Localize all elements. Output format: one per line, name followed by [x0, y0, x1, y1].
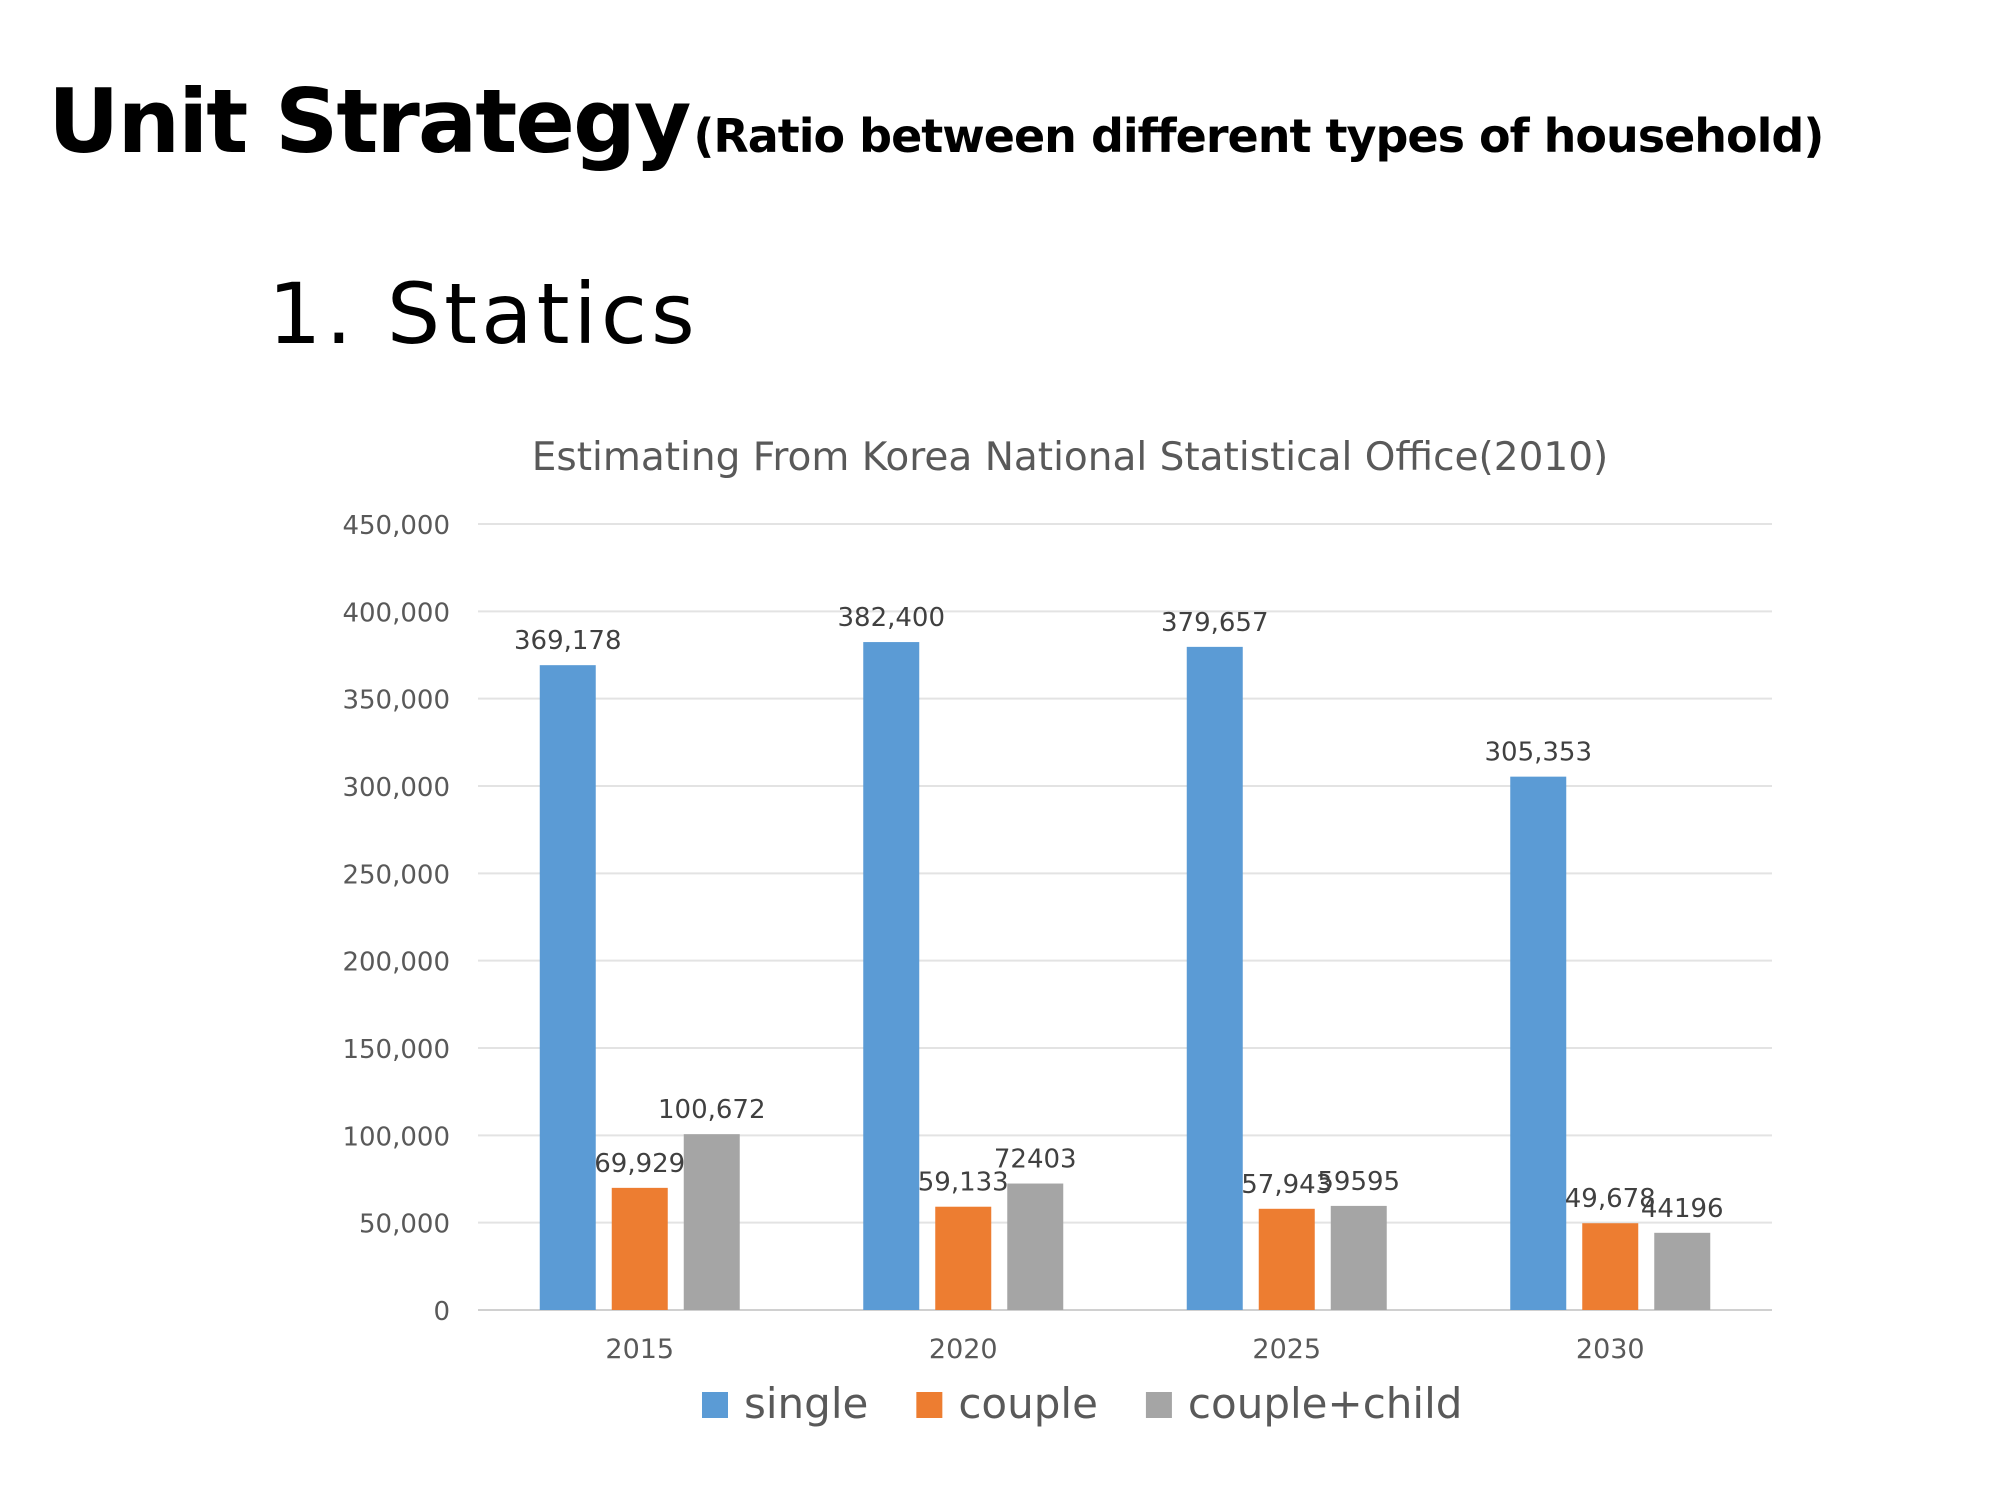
y-tick-label: 150,000 [342, 1035, 450, 1065]
legend-label: single [744, 1379, 868, 1428]
bar-couple-child-2025 [1330, 1205, 1387, 1310]
section-heading: 1. Statics [268, 265, 699, 363]
legend-swatch [916, 1392, 943, 1418]
data-label: 57,943 [1241, 1170, 1332, 1200]
slide-title-subtitle: (Ratio between different types of househ… [693, 109, 1824, 163]
y-tick-label: 200,000 [342, 948, 450, 978]
y-tick-label: 450,000 [342, 511, 450, 541]
data-label: 49,678 [1565, 1184, 1656, 1214]
data-label: 72403 [994, 1145, 1077, 1175]
y-tick-label: 250,000 [342, 860, 450, 890]
legend-label: couple [958, 1379, 1098, 1428]
y-tick-label: 300,000 [342, 773, 450, 803]
bar-couple-2025 [1258, 1208, 1315, 1310]
y-tick-label: 400,000 [342, 598, 450, 628]
x-tick-label: 2015 [605, 1334, 674, 1365]
x-tick-label: 2020 [929, 1334, 998, 1365]
legend-swatch [702, 1392, 728, 1418]
chart-title: Estimating From Korea National Statistic… [532, 435, 1608, 480]
y-axis: 0 50,000 100,000 150,000 200,000 250,000 300,0… [342, 511, 450, 1327]
data-label: 305,353 [1484, 738, 1592, 768]
y-tick-label: 350,000 [342, 686, 450, 716]
y-tick-label: 100,000 [342, 1122, 450, 1152]
data-label: 59,133 [918, 1168, 1009, 1198]
data-label: 379,657 [1161, 608, 1269, 638]
x-tick-label: 2030 [1576, 1334, 1645, 1365]
slide-title: Unit Strategy(Ratio between different ty… [48, 78, 1824, 166]
bar-single-2025 [1186, 646, 1243, 1310]
bar-single-2020 [863, 642, 920, 1310]
data-label: 59595 [1317, 1167, 1400, 1197]
legend-swatch [1145, 1392, 1172, 1418]
bar-couple-2015 [611, 1187, 668, 1310]
data-label: 69,929 [594, 1149, 685, 1179]
x-axis: 2015 2020 2025 2030 [605, 1334, 1644, 1365]
data-label: 382,400 [837, 603, 945, 633]
bar-single-2015 [539, 665, 596, 1310]
chart-legend: single couple couple+child [702, 1379, 1462, 1428]
bar-couple-child-2030 [1654, 1232, 1711, 1310]
data-label: 100,672 [658, 1095, 766, 1125]
y-tick-label: 0 [433, 1297, 450, 1327]
data-label: 44196 [1641, 1194, 1724, 1224]
legend-label: couple+child [1188, 1379, 1462, 1428]
bar-single-2030 [1510, 776, 1567, 1310]
bar-couple-child-2015 [683, 1134, 740, 1310]
slide-title-main: Unit Strategy [48, 70, 691, 173]
y-tick-label: 50,000 [359, 1210, 450, 1240]
x-tick-label: 2025 [1252, 1334, 1321, 1365]
bar-couple-2030 [1582, 1223, 1639, 1310]
data-label: 369,178 [514, 626, 622, 656]
bar-couple-child-2020 [1007, 1183, 1064, 1310]
bar-couple-2020 [935, 1206, 992, 1310]
